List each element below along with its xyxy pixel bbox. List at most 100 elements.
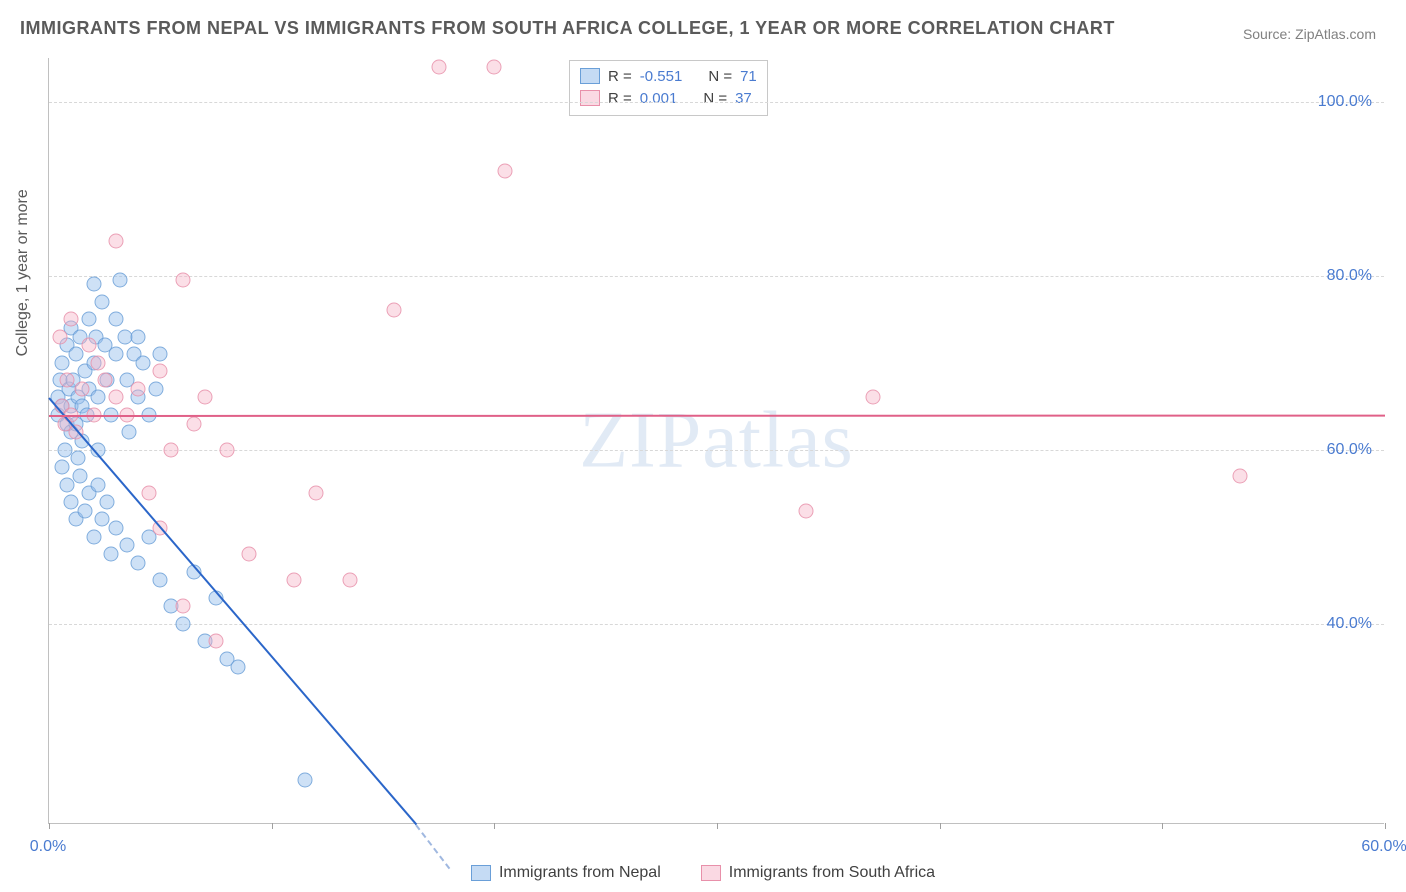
data-point <box>53 329 68 344</box>
watermark: ZIPatlas <box>579 395 854 486</box>
x-tick-mark <box>1162 823 1163 829</box>
y-tick-label: 60.0% <box>1327 441 1372 459</box>
data-point <box>90 477 105 492</box>
legend-swatch <box>701 865 721 881</box>
data-point <box>131 329 146 344</box>
data-point <box>73 468 88 483</box>
data-point <box>55 460 70 475</box>
data-point <box>286 573 301 588</box>
data-point <box>487 59 502 74</box>
data-point <box>197 390 212 405</box>
gridline-horizontal <box>49 450 1384 451</box>
data-point <box>75 381 90 396</box>
data-point <box>309 486 324 501</box>
x-tick-mark <box>272 823 273 829</box>
legend-n-value: 37 <box>735 90 752 107</box>
data-point <box>86 277 101 292</box>
data-point <box>131 381 146 396</box>
data-point <box>231 660 246 675</box>
data-point <box>113 272 128 287</box>
data-point <box>342 573 357 588</box>
chart-title: IMMIGRANTS FROM NEPAL VS IMMIGRANTS FROM… <box>20 18 1115 39</box>
x-tick-label: 0.0% <box>30 838 66 856</box>
data-point <box>498 164 513 179</box>
data-point <box>175 599 190 614</box>
trendline-nepal-extrapolation <box>416 824 451 869</box>
data-point <box>175 272 190 287</box>
x-tick-mark <box>49 823 50 829</box>
data-point <box>799 503 814 518</box>
data-point <box>131 555 146 570</box>
trendline-south-africa <box>49 414 1385 416</box>
y-axis-label: College, 1 year or more <box>14 189 32 356</box>
data-point <box>142 486 157 501</box>
data-point <box>186 416 201 431</box>
legend-n-label: N = <box>703 90 727 107</box>
data-point <box>153 364 168 379</box>
legend-swatch <box>580 68 600 84</box>
data-point <box>64 494 79 509</box>
data-point <box>220 442 235 457</box>
data-point <box>86 529 101 544</box>
data-point <box>59 373 74 388</box>
x-tick-label: 60.0% <box>1361 838 1406 856</box>
trendline-nepal <box>48 398 417 826</box>
data-point <box>242 547 257 562</box>
data-point <box>865 390 880 405</box>
data-point <box>64 312 79 327</box>
y-tick-label: 40.0% <box>1327 615 1372 633</box>
data-point <box>59 477 74 492</box>
legend-n-label: N = <box>708 68 732 85</box>
data-point <box>108 521 123 536</box>
data-point <box>119 538 134 553</box>
plot-area: ZIPatlas R =-0.551N =71R =0.001N =37 40.… <box>48 58 1384 824</box>
gridline-horizontal <box>49 102 1384 103</box>
data-point <box>153 346 168 361</box>
data-point <box>99 494 114 509</box>
data-point <box>209 634 224 649</box>
data-point <box>77 503 92 518</box>
legend-swatch <box>471 865 491 881</box>
data-point <box>108 233 123 248</box>
legend-r-label: R = <box>608 68 632 85</box>
x-tick-mark <box>1385 823 1386 829</box>
x-tick-mark <box>940 823 941 829</box>
data-point <box>135 355 150 370</box>
data-point <box>55 355 70 370</box>
correlation-legend: R =-0.551N =71R =0.001N =37 <box>569 60 768 116</box>
series-legend: Immigrants from Nepal Immigrants from Sou… <box>0 864 1406 882</box>
legend-r-value: -0.551 <box>640 68 683 85</box>
x-tick-mark <box>717 823 718 829</box>
legend-label: Immigrants from Nepal <box>499 864 661 882</box>
data-point <box>97 373 112 388</box>
data-point <box>68 346 83 361</box>
data-point <box>57 442 72 457</box>
legend-r-label: R = <box>608 90 632 107</box>
data-point <box>90 390 105 405</box>
data-point <box>387 303 402 318</box>
legend-label: Immigrants from South Africa <box>729 864 935 882</box>
source-attribution: Source: ZipAtlas.com <box>1243 26 1376 42</box>
data-point <box>164 442 179 457</box>
data-point <box>298 773 313 788</box>
data-point <box>148 381 163 396</box>
legend-r-value: 0.001 <box>640 90 678 107</box>
y-tick-label: 100.0% <box>1318 93 1372 111</box>
legend-row: R = -0.551 N = 71 <box>580 65 757 87</box>
data-point <box>70 451 85 466</box>
data-point <box>82 338 97 353</box>
data-point <box>90 355 105 370</box>
data-point <box>108 390 123 405</box>
gridline-horizontal <box>49 624 1384 625</box>
legend-item: Immigrants from South Africa <box>701 864 935 882</box>
data-point <box>122 425 137 440</box>
y-tick-label: 80.0% <box>1327 267 1372 285</box>
data-point <box>175 616 190 631</box>
data-point <box>108 312 123 327</box>
data-point <box>1233 468 1248 483</box>
data-point <box>431 59 446 74</box>
legend-row: R = 0.001 N = 37 <box>580 87 757 109</box>
legend-item: Immigrants from Nepal <box>471 864 661 882</box>
data-point <box>153 573 168 588</box>
legend-n-value: 71 <box>740 68 757 85</box>
